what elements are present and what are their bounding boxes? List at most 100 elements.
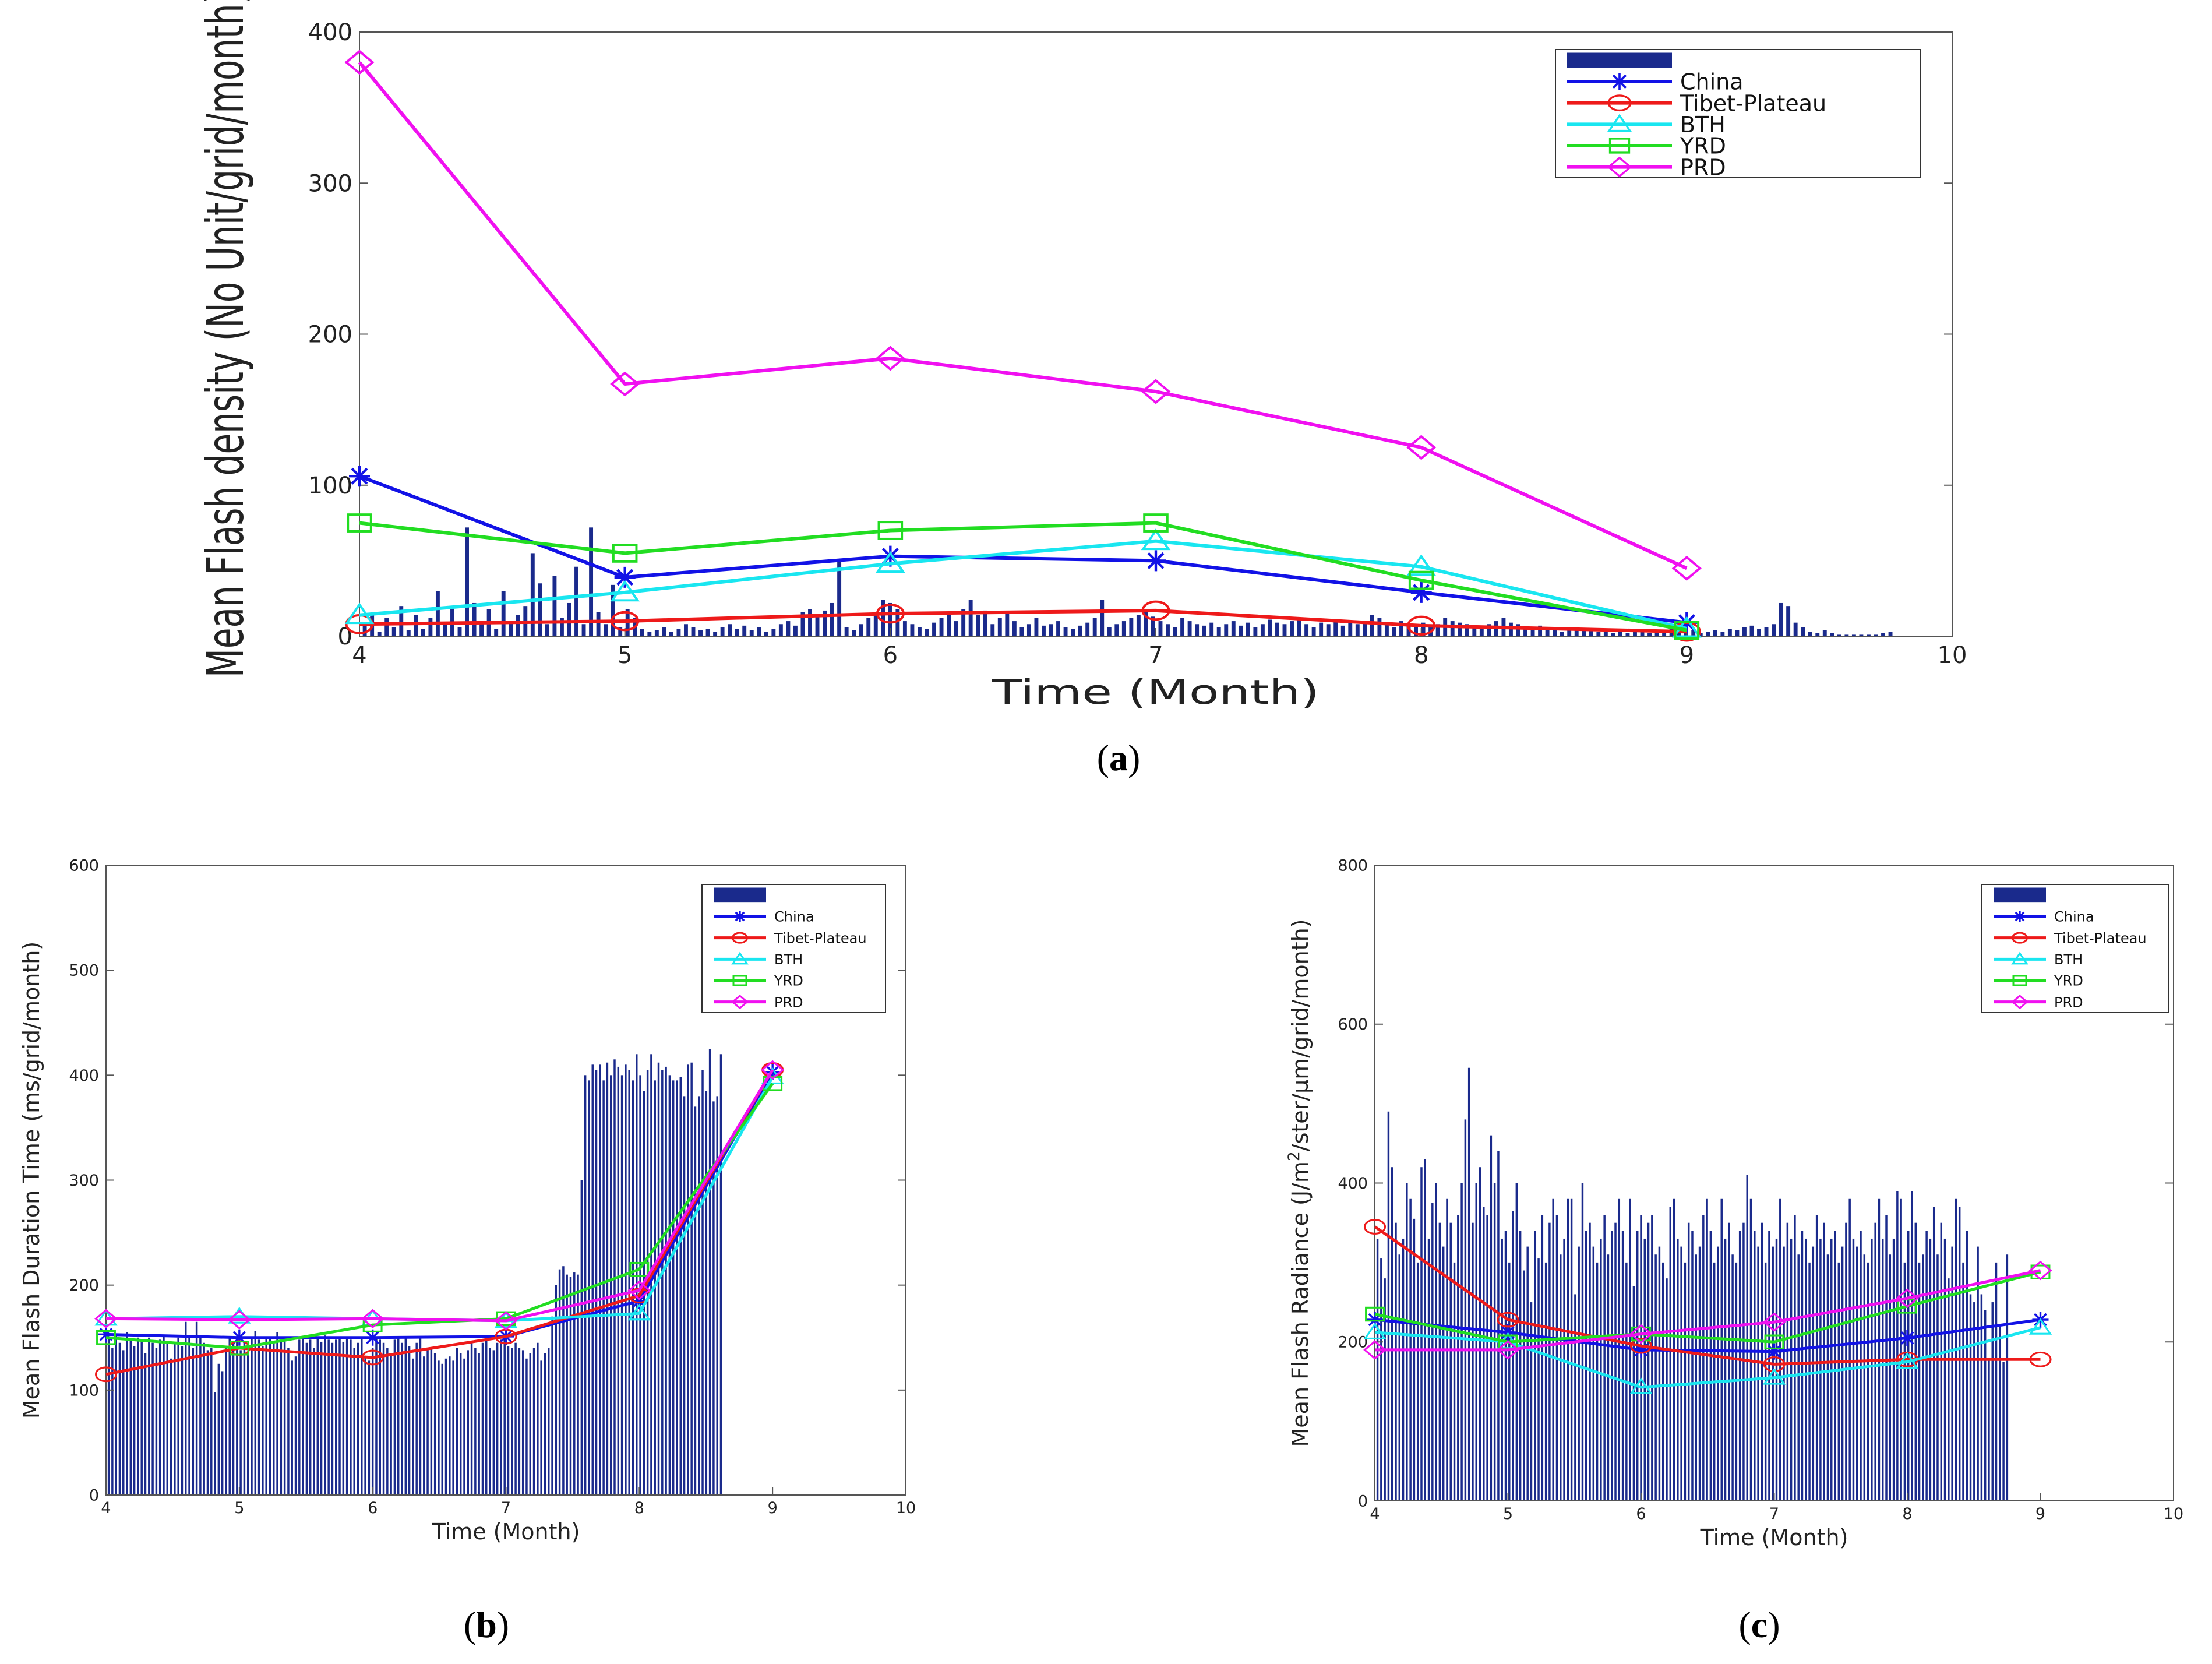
bar <box>606 1062 609 1495</box>
legend-marker <box>2011 951 2028 965</box>
bar <box>609 1075 612 1495</box>
bar <box>507 1346 510 1495</box>
bar <box>364 1356 366 1495</box>
bar <box>1757 1246 1759 1501</box>
bar <box>309 1339 312 1495</box>
bar <box>1822 630 1827 636</box>
data-point <box>96 1330 116 1345</box>
legend-marker <box>1608 138 1631 154</box>
bar <box>636 1054 638 1495</box>
bar <box>489 1348 491 1495</box>
bar <box>1596 632 1601 636</box>
bar <box>384 618 389 636</box>
bar <box>1618 632 1622 636</box>
bar <box>1416 1262 1419 1501</box>
bar <box>478 1353 480 1495</box>
bar <box>503 1337 506 1495</box>
bar <box>1929 1238 1932 1501</box>
bar <box>968 600 973 636</box>
bar <box>1611 1231 1613 1501</box>
x-tick-label: 9 <box>1680 642 1694 669</box>
y-tick-label: 200 <box>1338 1334 1368 1352</box>
bar <box>465 527 469 636</box>
bar <box>1574 1294 1576 1501</box>
bar <box>1563 1238 1565 1501</box>
bar <box>1717 1246 1719 1501</box>
bar <box>1268 619 1272 636</box>
bar <box>1457 1215 1459 1501</box>
bar <box>1783 1246 1785 1501</box>
bar <box>1136 615 1141 636</box>
bar <box>537 1342 539 1495</box>
bar <box>1885 1215 1888 1501</box>
bar <box>1304 624 1309 636</box>
bar <box>742 625 747 636</box>
bar <box>698 630 703 636</box>
data-point <box>2029 1351 2052 1367</box>
bar <box>1779 602 1783 636</box>
x-tick-label: 7 <box>1148 642 1163 669</box>
bar <box>1647 633 1652 636</box>
bar <box>602 1080 605 1495</box>
x-axis-label: Time (Month) <box>1700 1525 1848 1550</box>
x-tick-label: 10 <box>1938 642 1967 669</box>
x-tick-label: 6 <box>1636 1505 1646 1523</box>
bar <box>837 560 842 636</box>
bar <box>1512 1211 1514 1501</box>
data-point <box>1363 1340 1387 1360</box>
caption-close: ) <box>1128 737 1140 778</box>
x-tick-label: 9 <box>2035 1505 2045 1523</box>
bar <box>1801 1231 1804 1501</box>
bar <box>1121 621 1126 636</box>
bar <box>327 1339 330 1495</box>
bar <box>1570 1198 1573 1501</box>
data-point <box>1899 1330 1915 1346</box>
data-point <box>1141 600 1170 621</box>
x-tick-label: 8 <box>1414 642 1428 669</box>
x-tick-label: 7 <box>1769 1505 1779 1523</box>
bar <box>665 1066 667 1495</box>
x-tick-label: 6 <box>883 642 898 669</box>
bar <box>514 1342 517 1495</box>
data-point <box>1629 1324 1653 1344</box>
bar <box>1392 627 1396 636</box>
bar <box>1654 630 1659 636</box>
data-point <box>1766 1343 1783 1360</box>
legend-bar-swatch <box>1994 887 2046 903</box>
bar <box>1991 1302 1994 1501</box>
legend-marker <box>732 932 748 944</box>
bar <box>1984 1310 1987 1501</box>
bar <box>1625 633 1630 636</box>
bar <box>1114 624 1119 636</box>
bar <box>1636 1231 1639 1501</box>
y-tick-label: 100 <box>69 1381 99 1399</box>
data-point <box>1141 528 1171 551</box>
bar <box>1545 630 1550 636</box>
bar <box>1980 1294 1983 1501</box>
bar <box>457 627 462 636</box>
legend: China Tibet-Plateau BTH YRD PRD <box>1981 884 2169 1013</box>
bar <box>668 1075 671 1495</box>
bar <box>1871 1238 1873 1501</box>
bar <box>555 1285 558 1495</box>
bar <box>532 1348 535 1495</box>
data-point <box>1762 1312 1786 1332</box>
bar <box>620 1075 623 1495</box>
bar <box>708 1049 711 1495</box>
legend-marker <box>731 995 749 1010</box>
y-tick-label: 200 <box>69 1277 99 1295</box>
bar <box>544 1353 546 1495</box>
bar <box>1687 1222 1690 1501</box>
bar <box>1801 627 1805 636</box>
bar <box>246 1353 249 1495</box>
legend-label: YRD <box>1680 133 1726 159</box>
legend-marker <box>1607 94 1632 112</box>
bar <box>269 1337 271 1495</box>
bar <box>1815 633 1820 636</box>
bar <box>683 1096 686 1495</box>
bar <box>232 1341 235 1495</box>
x-tick-label: 10 <box>2164 1505 2183 1523</box>
legend-bar-swatch <box>1567 52 1672 68</box>
bar <box>228 1337 231 1495</box>
data-point <box>349 466 370 487</box>
